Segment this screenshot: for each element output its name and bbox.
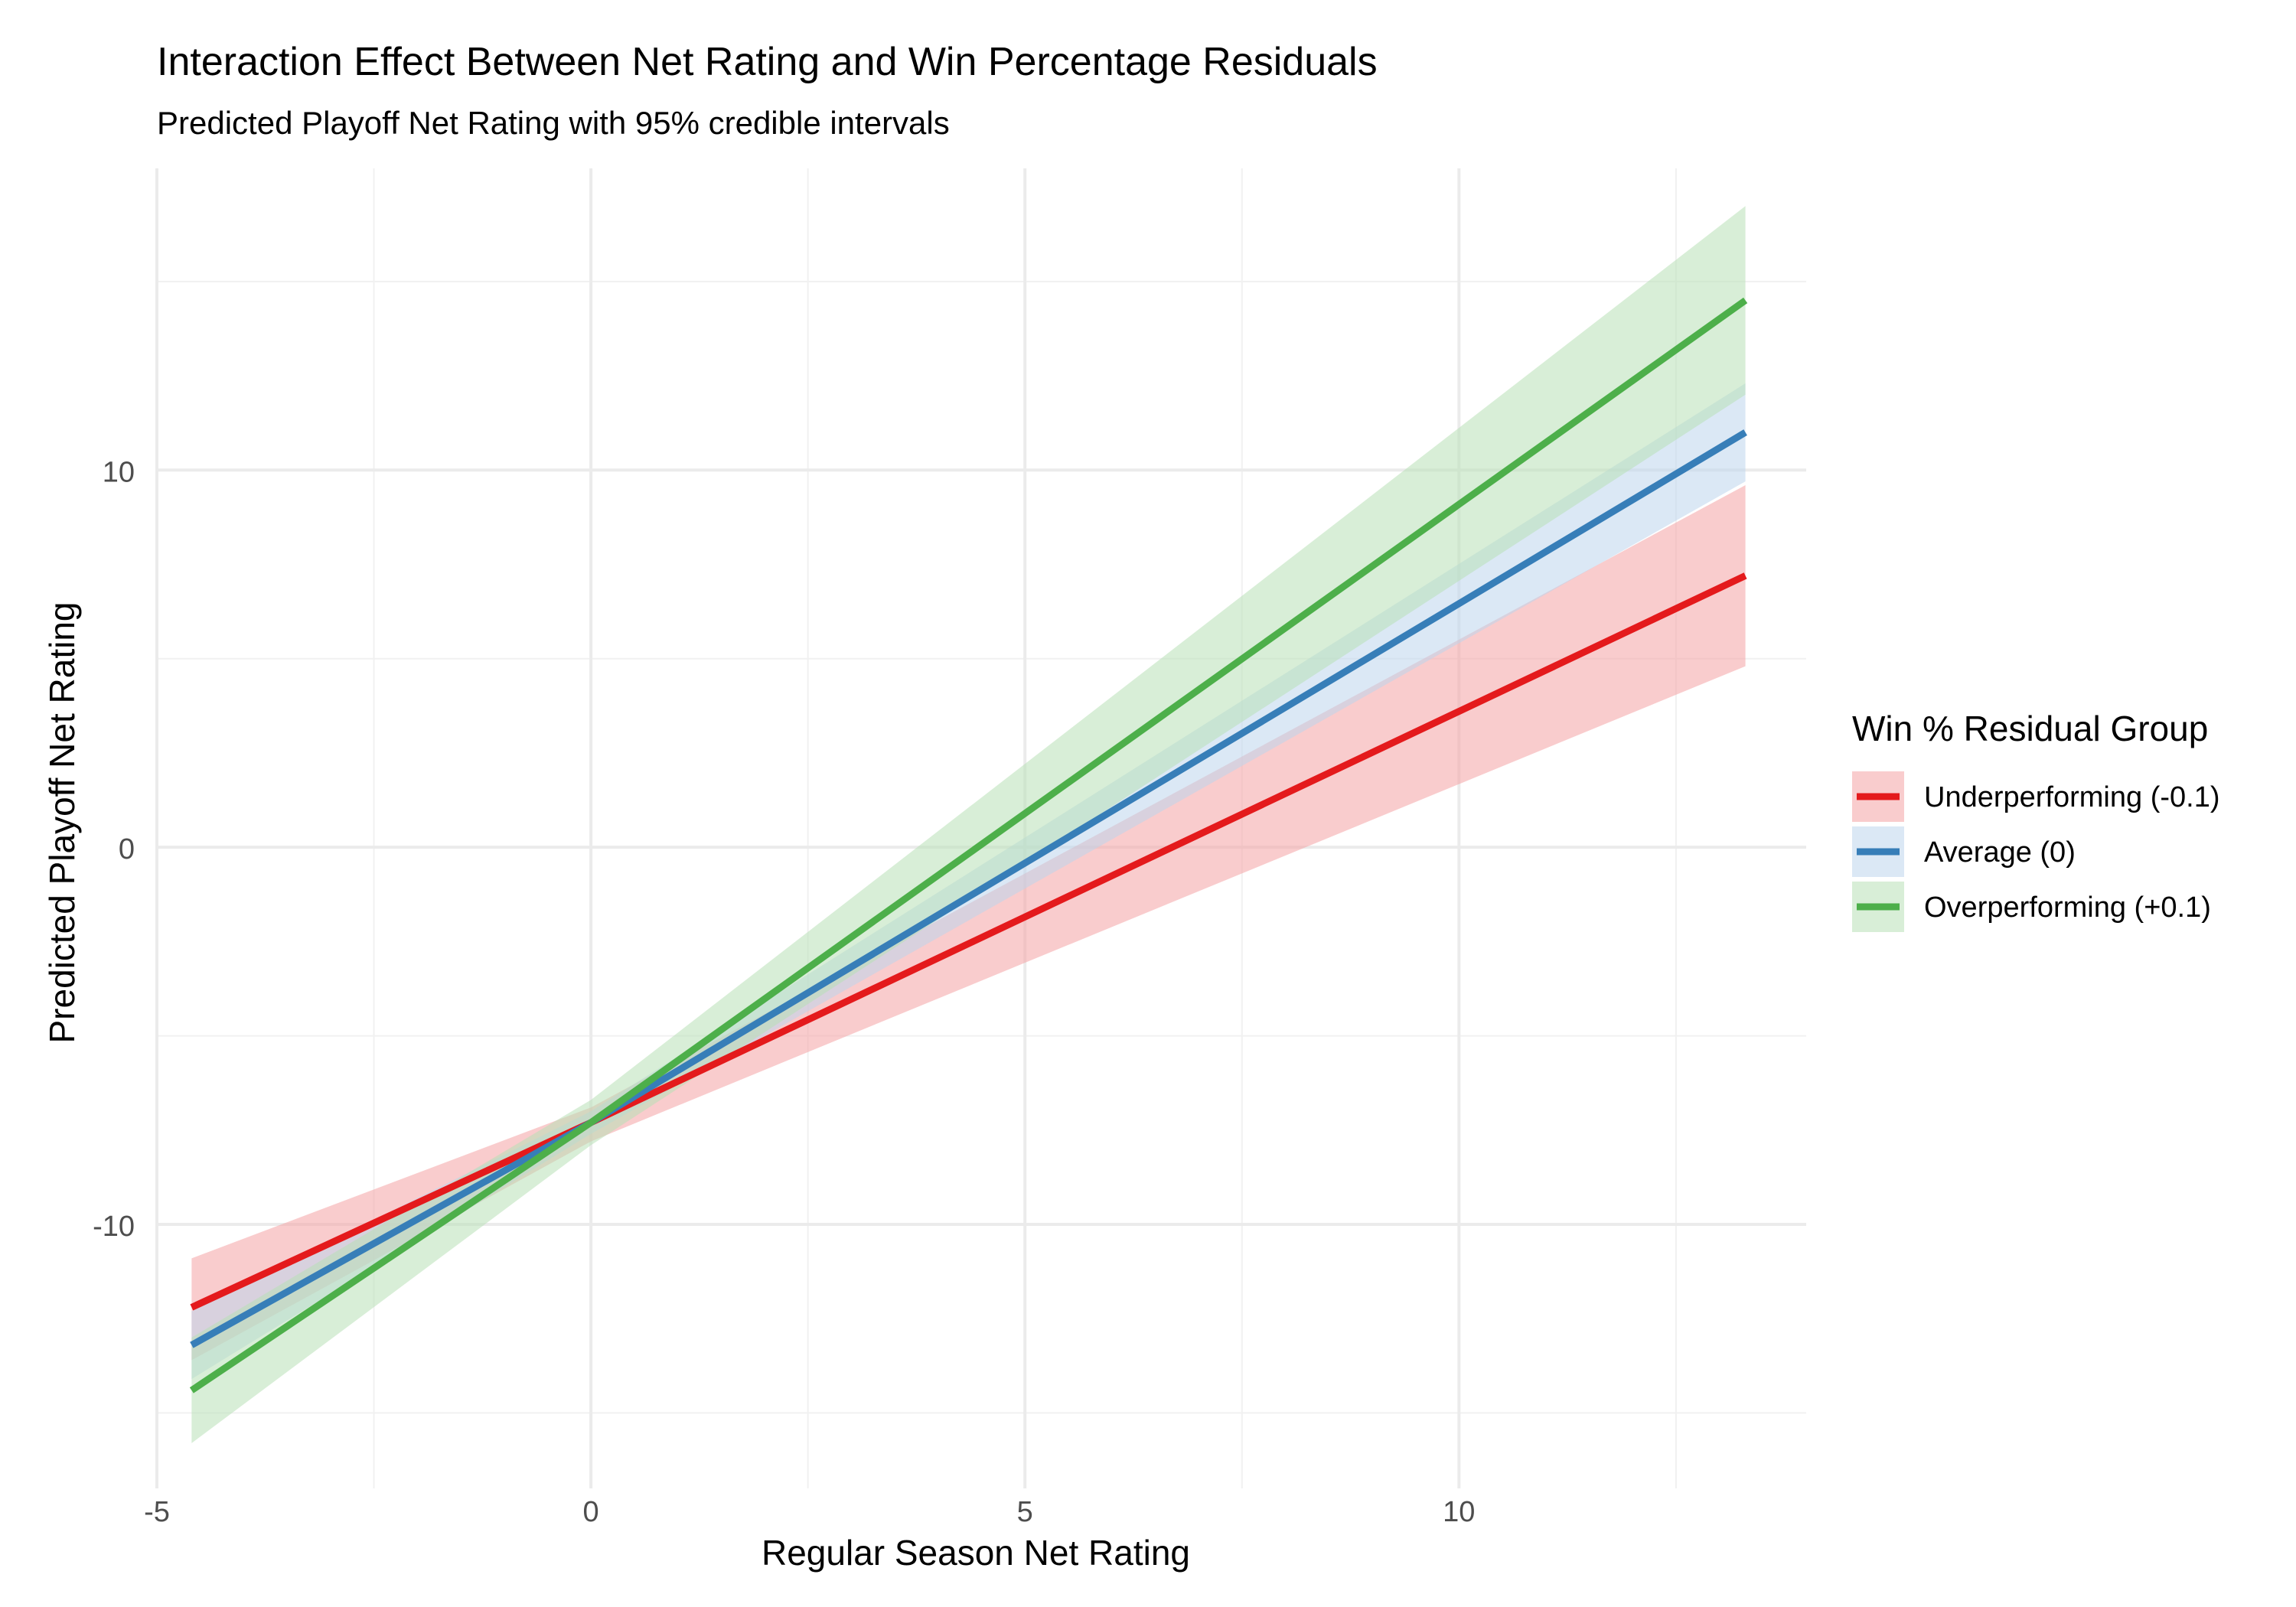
x-axis-title: Regular Season Net Rating <box>762 1533 1190 1573</box>
legend-items: Underperforming (-0.1) Average (0) Overper… <box>1852 771 2219 932</box>
legend-title: Win % Residual Group <box>1852 709 2208 748</box>
x-tick-label: -5 <box>144 1496 170 1528</box>
tick-labels: -10 0 10 -5 0 5 10 <box>93 456 1475 1528</box>
x-tick-label: 0 <box>583 1496 599 1528</box>
series-line <box>190 572 1747 1311</box>
y-tick-label: 10 <box>103 456 135 488</box>
x-tick-label: 10 <box>1443 1496 1475 1528</box>
legend-label: Overperforming (+0.1) <box>1924 892 2211 924</box>
series-line <box>189 297 1748 1393</box>
series-lines <box>189 297 1748 1393</box>
legend-label: Underperforming (-0.1) <box>1924 781 2219 813</box>
confidence-band <box>191 206 1746 1443</box>
y-tick-label: -10 <box>93 1211 135 1243</box>
y-tick-label: 0 <box>119 833 135 865</box>
legend: Win % Residual Group Underperforming (-0… <box>1852 709 2219 932</box>
chart-title: Interaction Effect Between Net Rating an… <box>157 40 1378 84</box>
x-tick-label: 5 <box>1017 1496 1033 1528</box>
confidence-bands <box>191 206 1746 1443</box>
chart-subtitle: Predicted Playoff Net Rating with 95% cr… <box>157 105 950 141</box>
legend-label: Average (0) <box>1924 836 2076 869</box>
y-axis-title: Predicted Playoff Net Rating <box>42 601 82 1043</box>
